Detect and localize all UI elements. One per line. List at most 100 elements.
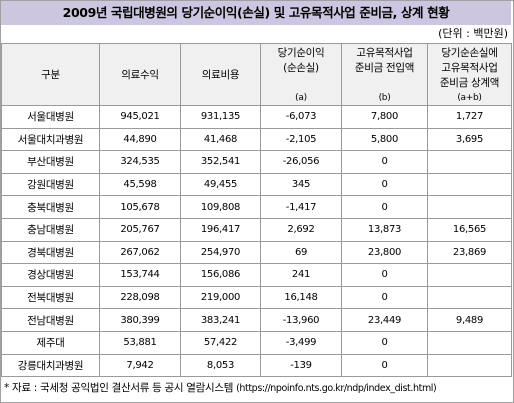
- table-row: 제주대 53,881 57,422 -3,499 0: [1, 330, 512, 355]
- table-row: 서울대병원 945,021 931,135 -6,073 7,800 1,727: [1, 105, 512, 129]
- hospital-name: 전남대병원: [1, 308, 100, 332]
- medical-revenue-cell: 53,881: [99, 330, 181, 355]
- reserve-cell: 0: [341, 285, 428, 310]
- hospital-name: 제주대: [1, 330, 100, 355]
- reserve-cell: 0: [341, 172, 428, 197]
- reserve-cell: 0: [341, 330, 428, 355]
- offset-cell: 9,489: [427, 308, 512, 332]
- net-income-cell: 2,692: [260, 217, 342, 242]
- reserve-cell: 0: [341, 195, 428, 219]
- net-income-cell: -13,960: [260, 308, 342, 332]
- header-offset: 당기순손실에 고유목적사업 준비금 상계액 (a+b): [427, 43, 512, 106]
- offset-cell: [427, 172, 512, 197]
- reserve-cell: 5,800: [341, 127, 428, 152]
- net-income-cell: -26,056: [260, 150, 342, 174]
- medical-cost-cell: 196,417: [180, 217, 261, 242]
- offset-cell: 23,869: [427, 240, 512, 265]
- hospital-name: 경상대병원: [1, 263, 100, 287]
- medical-cost-cell: 41,468: [180, 127, 261, 152]
- hospital-name: 강릉대치과병원: [1, 353, 100, 378]
- header-offset-line3: 준비금 상계액: [439, 76, 500, 89]
- medical-revenue-cell: 153,744: [99, 263, 181, 287]
- unit-label: (단위 : 백만원): [438, 27, 508, 40]
- table-row: 전북대병원 228,098 219,000 16,148 0: [1, 285, 512, 310]
- header-row: 구분 의료수익 의료비용 당기순이익 (순손실) (a) 고유목적사업 준비금 …: [1, 43, 512, 106]
- header-net-income: 당기순이익 (순손실) (a): [260, 43, 342, 106]
- reserve-cell: 23,449: [341, 308, 428, 332]
- source-url: (https://npoinfo.nts.go.kr/ndp/index_dis…: [236, 383, 437, 394]
- table-row: 강릉대치과병원 7,942 8,053 -139 0: [1, 353, 512, 378]
- offset-cell: 16,565: [427, 217, 512, 242]
- medical-cost-cell: 383,241: [180, 308, 261, 332]
- net-income-cell: -2,105: [260, 127, 342, 152]
- hospital-name: 충북대병원: [1, 195, 100, 219]
- hospital-name: 강원대병원: [1, 172, 100, 197]
- header-offset-line1: 당기순손실에: [441, 46, 498, 59]
- header-offset-line2: 고유목적사업: [441, 61, 498, 74]
- header-reserve-line2: 준비금 전입액: [354, 61, 415, 74]
- hospital-name: 전북대병원: [1, 285, 100, 310]
- medical-cost-cell: 49,455: [180, 172, 261, 197]
- header-medical-cost: 의료비용: [180, 43, 261, 106]
- medical-revenue-cell: 7,942: [99, 353, 181, 378]
- hospital-name: 서울대병원: [1, 105, 100, 129]
- net-income-cell: -3,499: [260, 330, 342, 355]
- net-income-cell: 345: [260, 172, 342, 197]
- offset-cell: [427, 263, 512, 287]
- offset-cell: [427, 195, 512, 219]
- medical-revenue-cell: 380,399: [99, 308, 181, 332]
- medical-revenue-cell: 44,890: [99, 127, 181, 152]
- medical-revenue-cell: 45,598: [99, 172, 181, 197]
- hospital-finance-table: 구분 의료수익 의료비용 당기순이익 (순손실) (a) 고유목적사업 준비금 …: [1, 43, 512, 378]
- table-row: 경북대병원 267,062 254,970 69 23,800 23,869: [1, 240, 512, 265]
- table-row: 충남대병원 205,767 196,417 2,692 13,873 16,56…: [1, 217, 512, 242]
- header-reserve: 고유목적사업 준비금 전입액 (b): [341, 43, 428, 106]
- reserve-cell: 23,800: [341, 240, 428, 265]
- table-row: 서울대치과병원 44,890 41,468 -2,105 5,800 3,695: [1, 127, 512, 152]
- net-income-cell: 16,148: [260, 285, 342, 310]
- net-income-cell: -6,073: [260, 105, 342, 129]
- reserve-cell: 13,873: [341, 217, 428, 242]
- reserve-cell: 0: [341, 150, 428, 174]
- table-row: 전남대병원 380,399 383,241 -13,960 23,449 9,4…: [1, 308, 512, 332]
- offset-cell: [427, 150, 512, 174]
- medical-cost-cell: 8,053: [180, 353, 261, 378]
- header-medical-revenue: 의료수익: [99, 43, 181, 106]
- header-offset-note: (a+b): [457, 92, 482, 103]
- offset-cell: 1,727: [427, 105, 512, 129]
- hospital-name: 부산대병원: [1, 150, 100, 174]
- source-label: * 자료 : 국세청 공익법인 결산서류 등 공시 열람시스템: [4, 382, 234, 394]
- medical-revenue-cell: 945,021: [99, 105, 181, 129]
- medical-cost-cell: 254,970: [180, 240, 261, 265]
- source-note: * 자료 : 국세청 공익법인 결산서류 등 공시 열람시스템 (https:/…: [4, 379, 437, 397]
- medical-cost-cell: 931,135: [180, 105, 261, 129]
- hospital-name: 충남대병원: [1, 217, 100, 242]
- medical-revenue-cell: 267,062: [99, 240, 181, 265]
- table-row: 부산대병원 324,535 352,541 -26,056 0: [1, 150, 512, 174]
- table-row: 충북대병원 105,678 109,808 -1,417 0: [1, 195, 512, 219]
- header-net-income-line1: 당기순이익: [277, 46, 325, 59]
- table-row: 경상대병원 153,744 156,086 241 0: [1, 263, 512, 287]
- net-income-cell: -139: [260, 353, 342, 378]
- reserve-cell: 0: [341, 263, 428, 287]
- medical-revenue-cell: 205,767: [99, 217, 181, 242]
- header-net-income-note: (a): [295, 92, 307, 103]
- header-reserve-line1: 고유목적사업: [356, 46, 413, 59]
- offset-cell: 3,695: [427, 127, 512, 152]
- table-row: 강원대병원 45,598 49,455 345 0: [1, 172, 512, 197]
- offset-cell: [427, 285, 512, 310]
- table-title: 2009년 국립대병원의 당기순이익(손실) 및 고유목적사업 준비금, 상계 …: [1, 1, 511, 25]
- hospital-name: 서울대치과병원: [1, 127, 100, 152]
- hospital-name: 경북대병원: [1, 240, 100, 265]
- medical-cost-cell: 219,000: [180, 285, 261, 310]
- medical-cost-cell: 156,086: [180, 263, 261, 287]
- reserve-cell: 0: [341, 353, 428, 378]
- medical-revenue-cell: 228,098: [99, 285, 181, 310]
- reserve-cell: 7,800: [341, 105, 428, 129]
- medical-revenue-cell: 324,535: [99, 150, 181, 174]
- medical-cost-cell: 57,422: [180, 330, 261, 355]
- offset-cell: [427, 353, 512, 378]
- net-income-cell: 69: [260, 240, 342, 265]
- medical-revenue-cell: 105,678: [99, 195, 181, 219]
- offset-cell: [427, 330, 512, 355]
